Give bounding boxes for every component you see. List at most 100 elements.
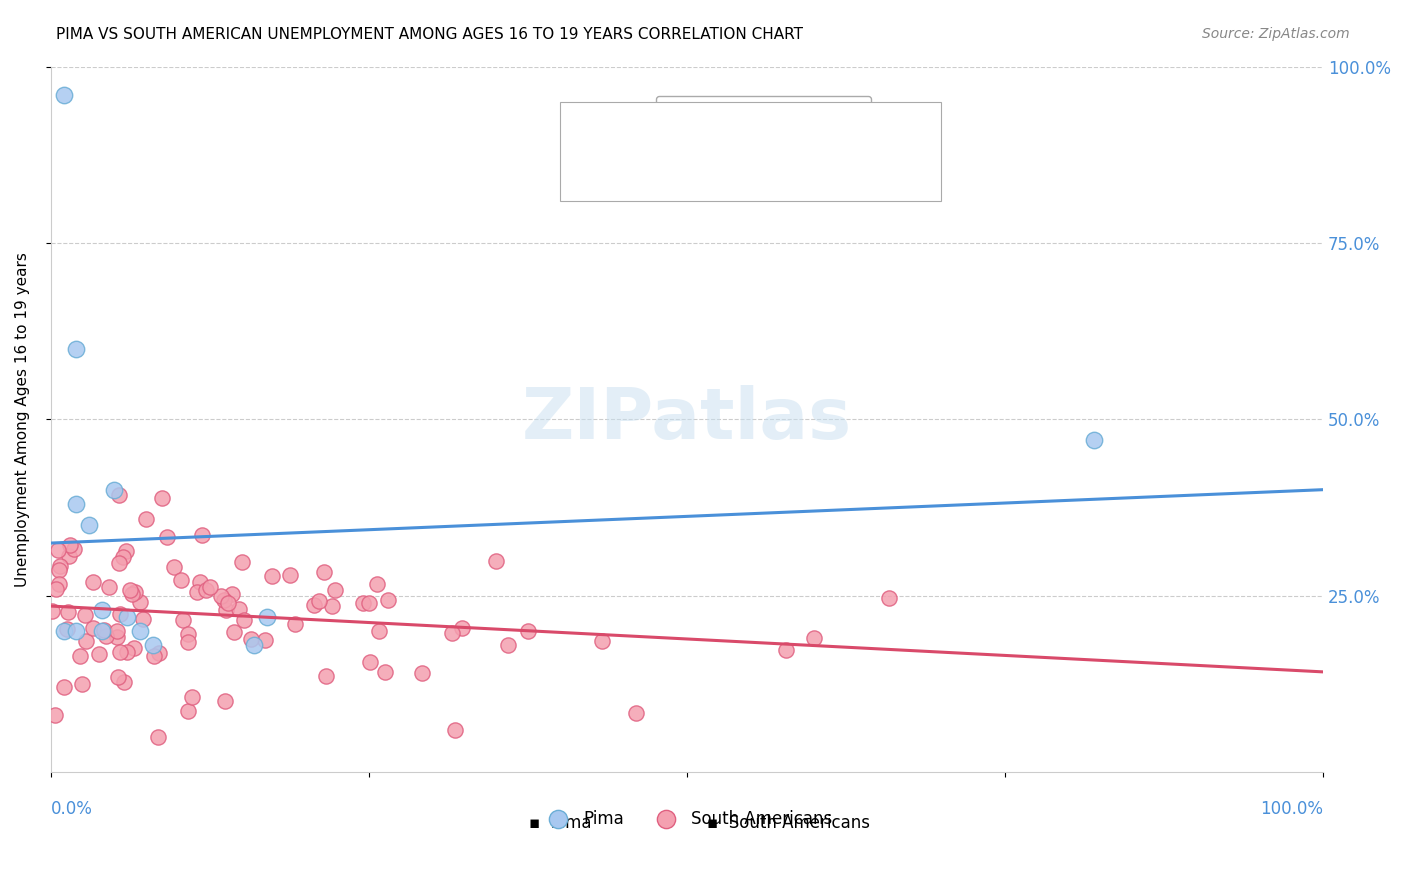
Point [284, 617, 307, 632]
Point [49, 559, 72, 574]
Point [41, 604, 63, 618]
Point [103, 483, 125, 497]
Point [156, 530, 179, 544]
Point [366, 577, 388, 591]
Point [243, 638, 266, 652]
Point [177, 627, 200, 641]
Point [516, 624, 538, 639]
Point [135, 512, 157, 526]
Point [304, 598, 326, 612]
Point [312, 565, 335, 579]
Point [177, 704, 200, 718]
Point [148, 646, 170, 660]
Point [90, 603, 112, 617]
Point [260, 569, 283, 583]
Point [315, 669, 337, 683]
Point [233, 613, 256, 627]
Point [117, 645, 139, 659]
Point [591, 633, 613, 648]
Point [323, 582, 346, 597]
Point [359, 656, 381, 670]
Point [172, 613, 194, 627]
Point [70, 677, 93, 691]
Point [97, 580, 120, 594]
Point [496, 638, 519, 652]
Point [377, 592, 399, 607]
Point [107, 670, 129, 684]
Point [485, 554, 508, 568]
Point [146, 730, 169, 744]
Point [48, 563, 70, 577]
Text: ▪  Pima: ▪ Pima [529, 814, 591, 832]
Point [128, 624, 150, 638]
Point [55, 622, 77, 636]
Point [191, 528, 214, 542]
Point [357, 596, 380, 610]
Point [450, 621, 472, 635]
Point [110, 607, 132, 621]
Point [132, 612, 155, 626]
Text: Source: ZipAtlas.com: Source: ZipAtlas.com [1202, 27, 1350, 41]
Point [368, 624, 391, 638]
Point [217, 596, 239, 610]
Text: ▪  South Americans: ▪ South Americans [707, 814, 870, 832]
Point [118, 583, 141, 598]
Point [93, 623, 115, 637]
Point [105, 630, 128, 644]
Point [108, 488, 131, 502]
Point [129, 595, 152, 609]
Point [65, 497, 87, 511]
Point [52, 624, 75, 638]
Point [214, 593, 236, 607]
Point [231, 555, 253, 569]
Point [94, 629, 117, 643]
Point [115, 610, 138, 624]
Point [58, 549, 80, 563]
Point [256, 610, 278, 624]
Text: 0.0%: 0.0% [51, 800, 93, 818]
Point [163, 560, 186, 574]
Point [321, 599, 343, 614]
Point [180, 690, 202, 704]
Point [278, 568, 301, 582]
Point [177, 635, 200, 649]
Legend: Pima, South Americans: Pima, South Americans [536, 803, 839, 834]
Point [803, 631, 825, 645]
Point [52, 680, 75, 694]
Point [877, 591, 900, 606]
Point [48, 543, 70, 558]
Point [170, 573, 193, 587]
Point [75, 608, 97, 623]
Point [150, 491, 173, 505]
Point [1083, 434, 1105, 448]
Point [108, 645, 131, 659]
Point [82, 574, 104, 589]
Point [69, 648, 91, 663]
Point [214, 694, 236, 708]
Point [775, 643, 797, 657]
Point [82, 621, 104, 635]
Point [228, 601, 250, 615]
Point [624, 706, 647, 721]
Point [240, 632, 263, 646]
Y-axis label: Unemployment Among Ages 16 to 19 years: Unemployment Among Ages 16 to 19 years [15, 252, 30, 587]
Point [221, 587, 243, 601]
FancyBboxPatch shape [560, 102, 942, 201]
Point [108, 556, 131, 570]
Point [121, 587, 143, 601]
Point [89, 647, 111, 661]
Point [253, 633, 276, 648]
Point [124, 585, 146, 599]
Point [65, 624, 87, 638]
Point [115, 543, 138, 558]
Point [195, 582, 218, 597]
Point [444, 723, 467, 738]
Point [441, 626, 464, 640]
Point [112, 675, 135, 690]
Text: PIMA VS SOUTH AMERICAN UNEMPLOYMENT AMONG AGES 16 TO 19 YEARS CORRELATION CHART: PIMA VS SOUTH AMERICAN UNEMPLOYMENT AMON… [56, 27, 803, 42]
Point [374, 665, 396, 680]
Point [48, 577, 70, 591]
Point [143, 648, 166, 663]
Text: ZIPatlas: ZIPatlas [522, 384, 852, 454]
Point [111, 549, 134, 564]
